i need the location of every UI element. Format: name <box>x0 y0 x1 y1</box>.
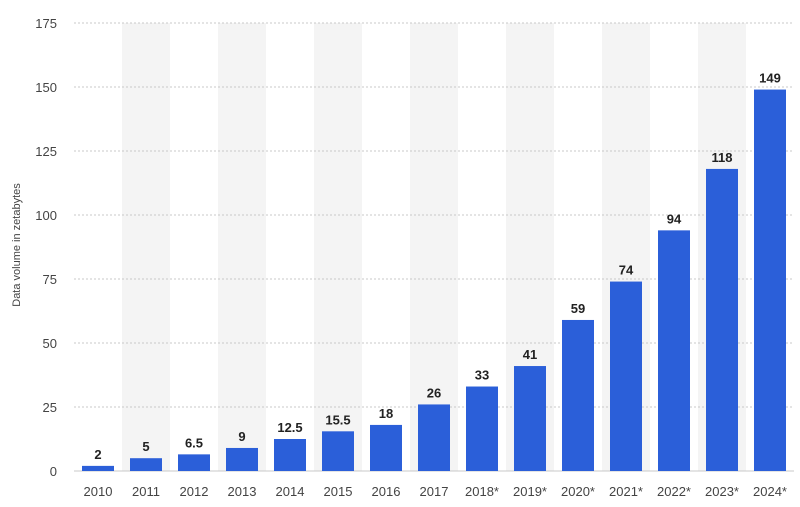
bar-value-label: 118 <box>712 150 733 165</box>
y-tick-label: 100 <box>35 208 57 223</box>
x-tick-label: 2017 <box>420 484 449 499</box>
x-tick-label: 2024* <box>753 484 787 499</box>
y-tick-label: 25 <box>43 400 57 415</box>
y-tick-label: 75 <box>43 272 57 287</box>
x-tick-label: 2013 <box>228 484 257 499</box>
bar-value-labels: 2 5 6.5 9 12.5 15.5 18 26 33 41 59 74 94 118 149 <box>94 71 780 462</box>
bar-value-label: 74 <box>619 263 634 278</box>
y-tick-label: 50 <box>43 336 57 351</box>
x-tick-label: 2019* <box>513 484 547 499</box>
bar-value-label: 9 <box>238 429 245 444</box>
bar-2018 <box>466 386 498 471</box>
bar-2020 <box>562 319 594 471</box>
bar-value-label: 6.5 <box>185 435 203 450</box>
bar-2024 <box>754 89 786 471</box>
x-tick-label: 2018* <box>465 484 499 499</box>
bar-2015 <box>322 431 354 471</box>
bars <box>82 89 786 472</box>
bar-2010 <box>82 465 114 471</box>
bar-value-label: 59 <box>571 301 585 316</box>
x-tick-label: 2020* <box>561 484 595 499</box>
x-axis-ticks: 2010 2011 2012 2013 2014 2015 2016 2017 2018* 201… <box>84 484 787 499</box>
bar-2023 <box>706 168 738 472</box>
bar-value-label: 41 <box>523 347 537 362</box>
bar-value-label: 26 <box>427 385 441 400</box>
band-1 <box>122 23 170 471</box>
band-7 <box>410 23 458 471</box>
bar-2021 <box>610 281 642 471</box>
bar-value-label: 18 <box>379 406 393 421</box>
x-tick-label: 2014 <box>276 484 305 499</box>
bar-2019 <box>514 366 546 471</box>
bar-2022 <box>658 230 690 471</box>
bar-value-label: 94 <box>667 211 682 226</box>
bar-2011 <box>130 458 162 471</box>
bar-2012 <box>178 454 210 471</box>
bar-value-label: 15.5 <box>325 412 350 427</box>
y-axis-ticks: 0 25 50 75 100 125 150 175 <box>35 16 57 479</box>
bar-value-label: 12.5 <box>277 420 302 435</box>
x-tick-label: 2022* <box>657 484 691 499</box>
bar-value-label: 2 <box>94 447 101 462</box>
bar-value-label: 33 <box>475 368 489 383</box>
alternating-bands <box>122 23 746 471</box>
bar-2017 <box>418 404 450 471</box>
bar-2016 <box>370 424 402 471</box>
bar-2014 <box>274 439 306 471</box>
y-tick-label: 150 <box>35 80 57 95</box>
bar-2013 <box>226 447 258 471</box>
x-tick-label: 2010 <box>84 484 113 499</box>
y-tick-label: 125 <box>35 144 57 159</box>
bar-value-label: 5 <box>142 439 149 454</box>
y-axis-label: Data volume in zetabytes <box>11 183 23 307</box>
x-tick-label: 2011 <box>132 484 160 499</box>
x-tick-label: 2012 <box>180 484 209 499</box>
y-tick-label: 0 <box>50 464 57 479</box>
bar-value-label: 149 <box>759 71 781 86</box>
y-tick-label: 175 <box>35 16 57 31</box>
x-tick-label: 2021* <box>609 484 643 499</box>
x-tick-label: 2023* <box>705 484 739 499</box>
x-tick-label: 2015 <box>324 484 353 499</box>
band-5 <box>314 23 362 471</box>
band-3 <box>218 23 266 471</box>
x-tick-label: 2016 <box>372 484 401 499</box>
